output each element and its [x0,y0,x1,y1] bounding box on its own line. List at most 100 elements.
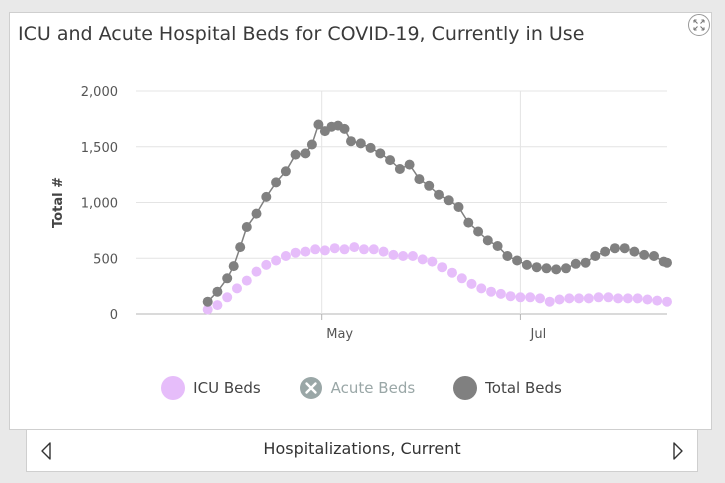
legend-item-acute[interactable]: Acute Beds [299,376,416,400]
chart-legend: ICU Beds Acute Beds Total Beds [10,373,713,403]
data-point-icu [603,292,614,303]
data-point-total [339,123,350,134]
data-point-total [512,255,523,266]
data-point-total [453,202,464,212]
data-point-total [346,136,356,147]
x-tick-label: Jul [530,327,547,342]
data-point-icu [241,275,252,286]
data-point-icu [476,283,487,294]
data-point-icu [583,293,594,304]
data-point-total [662,257,672,268]
legend-swatch-total [453,376,478,400]
data-point-icu [447,267,457,278]
y-tick-label: 0 [110,308,118,323]
data-point-icu [261,259,272,270]
data-point-icu [652,295,663,306]
data-point-total [492,241,503,251]
data-point-total [600,246,611,257]
data-point-total [300,148,311,159]
data-point-total [202,296,213,307]
data-point-icu [642,294,653,305]
data-point-total [355,138,366,149]
data-point-icu [202,304,213,315]
chart-plot: 0 500 1,000 1,500 2,000 May Jul Total # [51,85,672,342]
y-tick-label: 2,000 [81,85,118,100]
data-point-total [280,166,291,177]
data-point-total [228,261,239,272]
data-point-icu [574,293,584,304]
data-point-total [463,217,474,228]
data-point-total [271,177,282,188]
legend-item-total[interactable]: Total Beds [453,376,562,400]
data-point-icu [495,288,506,299]
data-point-icu [300,246,311,257]
expand-button[interactable] [687,13,711,37]
data-point-total [473,226,484,237]
data-point-total [531,262,542,273]
legend-label-total: Total Beds [485,379,562,397]
data-point-icu [486,286,497,297]
data-point-icu [407,251,418,261]
data-point-icu [662,296,672,307]
data-point-icu [544,296,555,307]
data-point-icu [388,249,399,260]
data-point-total [424,180,435,191]
data-point-icu [290,247,301,258]
data-point-total [313,119,324,130]
data-point-total [629,246,640,257]
data-point-total [385,155,396,166]
data-point-total [241,222,252,232]
data-point-icu [564,293,575,304]
panel-label: Hospitalizations, Current [263,439,461,458]
data-point-total [482,235,493,246]
data-point-icu [368,244,379,255]
y-tick-label: 1,000 [81,197,118,212]
data-point-icu [271,255,282,266]
data-point-icu [280,251,291,261]
chart-title: ICU and Acute Hospital Beds for COVID-19… [18,23,585,45]
data-point-total [551,264,562,275]
data-point-icu [329,243,340,254]
legend-label-acute: Acute Beds [330,379,416,397]
legend-item-icu[interactable]: ICU Beds [161,376,261,400]
data-point-total [365,142,376,153]
data-point-icu [319,245,330,256]
y-tick-label: 1,500 [81,141,118,156]
data-point-icu [212,300,223,311]
data-point-total [609,243,620,254]
data-point-total [414,174,425,185]
data-point-icu [505,291,516,302]
data-point-icu [525,292,536,303]
x-tick-label: May [326,327,353,342]
data-point-total [434,189,444,200]
data-point-icu [437,262,448,273]
data-point-icu [378,246,389,257]
data-point-icu [593,292,604,303]
previous-arrow-icon[interactable] [39,441,53,461]
next-arrow-icon[interactable] [671,441,685,461]
data-point-icu [613,293,624,304]
data-point-total [639,249,650,260]
data-point-icu [632,293,643,304]
data-point-icu [427,256,438,267]
data-point-total [261,191,272,202]
data-point-icu [222,292,233,303]
data-point-total [570,258,581,269]
data-point-icu [349,242,360,253]
legend-swatch-icu [161,376,186,400]
data-point-total [649,251,659,261]
legend-swatch-acute-hidden-icon [299,377,322,399]
data-point-icu [466,278,477,289]
data-point-icu [359,244,369,255]
data-point-icu [535,293,545,304]
series-line-total [207,123,668,303]
data-point-total [306,139,317,150]
data-point-total [222,273,233,284]
data-point-icu [622,293,633,304]
data-point-total [251,208,262,219]
data-point-icu [339,244,350,255]
y-axis-label: Total # [51,177,66,228]
data-point-total [212,286,223,297]
data-point-total [443,195,454,206]
data-point-icu [515,292,526,303]
